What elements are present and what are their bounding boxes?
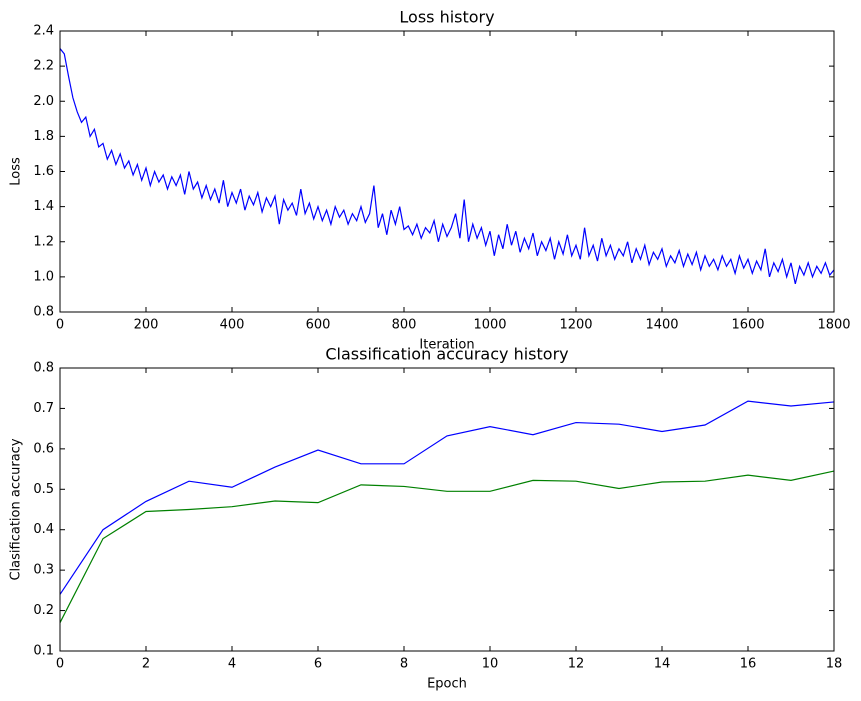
y-tick-label: 1.6 (33, 164, 54, 179)
y-tick-label: 0.7 (33, 401, 54, 416)
y-axis-label: Loss (9, 157, 24, 186)
x-tick-label: 4 (228, 657, 236, 672)
y-tick-label: 2.2 (33, 59, 54, 74)
x-tick-label: 0 (56, 318, 64, 333)
x-tick-label: 1400 (645, 318, 678, 333)
y-tick-label: 0.2 (33, 603, 54, 618)
y-tick-label: 0.1 (33, 644, 54, 659)
y-tick-label: 0.5 (33, 482, 54, 497)
x-tick-label: 16 (740, 657, 757, 672)
chart-title: Classification accuracy history (325, 345, 568, 364)
plot-area (60, 368, 834, 651)
data-line (59, 400, 835, 595)
x-tick-label: 600 (306, 318, 331, 333)
x-axis-label: Iteration (419, 338, 474, 353)
y-tick-label: 2.0 (33, 94, 54, 109)
data-line (59, 48, 835, 285)
y-tick-label: 1.0 (33, 269, 54, 284)
y-tick-label: 1.4 (33, 199, 54, 214)
axes-frame (59, 367, 835, 652)
y-tick-label: 0.8 (33, 305, 54, 320)
x-tick-label: 1800 (817, 318, 850, 333)
y-tick-label: 1.8 (33, 129, 54, 144)
x-tick-label: 18 (826, 657, 843, 672)
x-axis-label: Epoch (427, 677, 467, 692)
x-tick-label: 1200 (559, 318, 592, 333)
chart-title: Loss history (399, 8, 494, 27)
y-tick-label: 0.4 (33, 522, 54, 537)
x-tick-label: 400 (220, 318, 245, 333)
y-tick-label: 0.8 (33, 361, 54, 376)
x-tick-label: 2 (142, 657, 150, 672)
x-tick-label: 12 (568, 657, 585, 672)
y-tick-label: 1.2 (33, 234, 54, 249)
x-tick-label: 6 (314, 657, 322, 672)
y-tick-label: 0.3 (33, 563, 54, 578)
data-line (59, 470, 835, 623)
x-tick-label: 1000 (473, 318, 506, 333)
x-tick-label: 14 (654, 657, 671, 672)
x-tick-label: 800 (392, 318, 417, 333)
x-tick-label: 0 (56, 657, 64, 672)
x-tick-label: 8 (400, 657, 408, 672)
y-axis-label: Clasification accuracy (9, 438, 24, 580)
x-tick-label: 1600 (731, 318, 764, 333)
y-tick-label: 2.4 (33, 24, 54, 39)
x-tick-label: 10 (482, 657, 499, 672)
x-tick-label: 200 (134, 318, 159, 333)
y-tick-label: 0.6 (33, 441, 54, 456)
